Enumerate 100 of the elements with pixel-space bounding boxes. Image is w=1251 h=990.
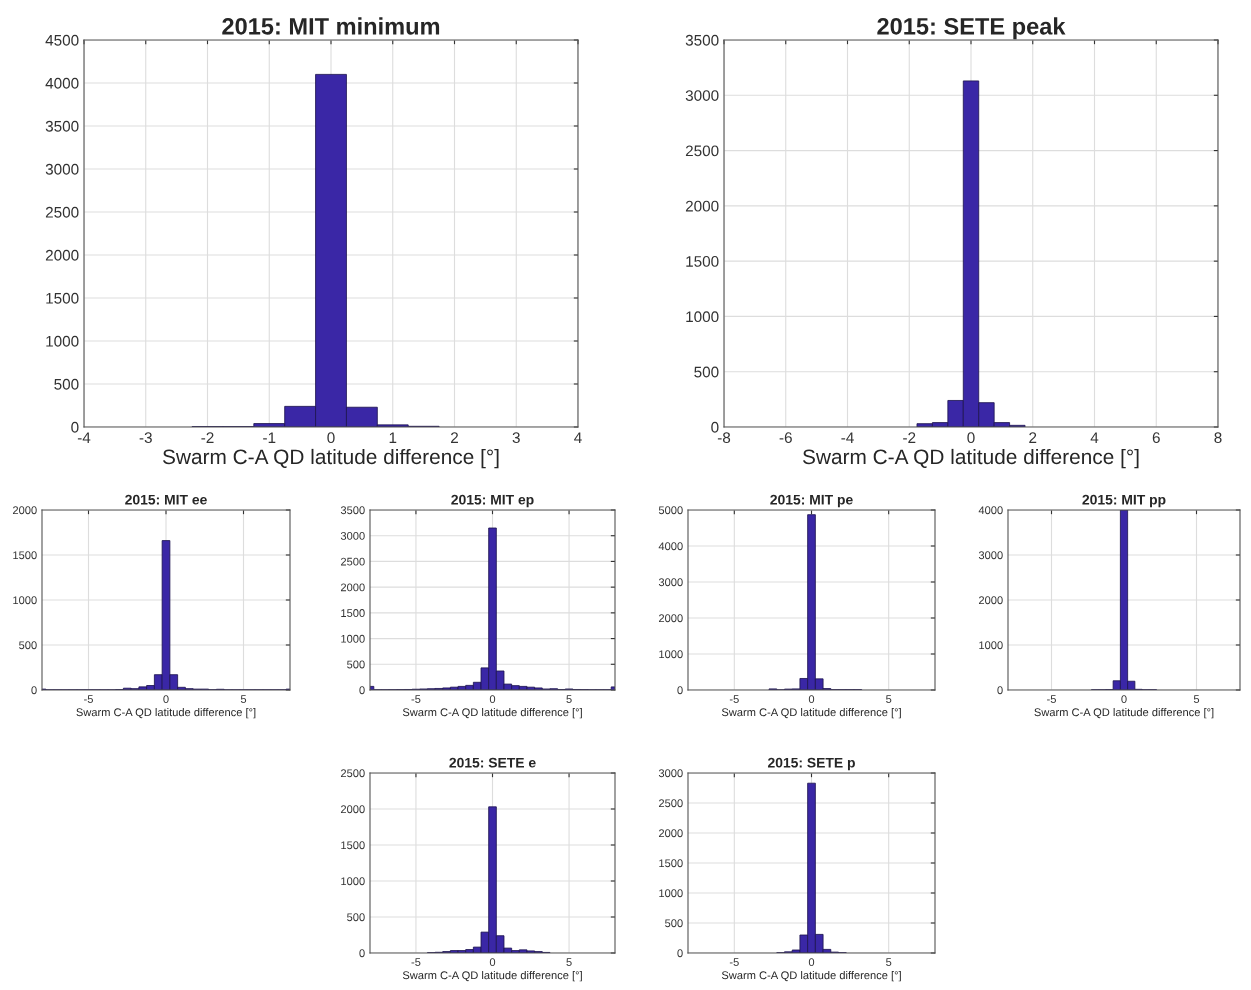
chart-title: 2015: SETE p	[767, 757, 855, 771]
x-tick-label: 2	[451, 432, 458, 443]
x-tick-label: -6	[779, 432, 792, 444]
chart-title: 2015: MIT pp	[1082, 494, 1166, 508]
x-tick-label: -5	[411, 958, 421, 967]
chart-title: 2015: SETE e	[449, 757, 536, 768]
y-tick-label: 2000	[658, 614, 683, 623]
x-tick-label: -5	[729, 695, 739, 704]
y-tick-label: 500	[54, 378, 79, 390]
y-tick-label: 3500	[685, 34, 719, 46]
chart-title: 2015: SETE peak	[877, 17, 1066, 40]
x-tick-label: -2	[201, 432, 214, 443]
x-tick-label: -5	[84, 695, 93, 704]
y-tick-label: 2000	[658, 829, 683, 838]
y-tick-label: 4000	[978, 506, 1003, 515]
x-axis-title: Swarm C-A QD latitude difference [°]	[402, 971, 582, 982]
y-tick-label: 2000	[12, 506, 37, 515]
chart-title: 2015: MIT ep	[451, 494, 534, 508]
x-tick-label: 0	[808, 958, 815, 967]
y-tick-label: 2500	[340, 557, 365, 566]
x-tick-label: 3	[512, 432, 520, 444]
y-tick-label: 4500	[45, 34, 79, 46]
y-tick-label: 500	[347, 913, 365, 922]
x-tick-label: 1	[389, 432, 397, 443]
y-tick-label: 0	[677, 949, 683, 958]
y-tick-label: 3500	[45, 120, 79, 132]
y-tick-label: 0	[677, 686, 683, 695]
x-tick-label: -8	[717, 432, 731, 444]
x-tick-label: 0	[967, 432, 975, 444]
y-tick-label: 1500	[13, 551, 37, 560]
y-tick-label: 500	[665, 919, 683, 928]
y-tick-label: 1000	[659, 889, 683, 898]
y-tick-label: 2500	[658, 799, 683, 808]
y-tick-label: 1000	[341, 877, 365, 886]
y-tick-label: 500	[694, 366, 719, 378]
x-tick-label: 0	[327, 432, 335, 444]
x-tick-label: -5	[729, 958, 739, 967]
y-tick-label: 3000	[658, 769, 683, 778]
y-tick-label: 2000	[340, 805, 365, 814]
y-tick-label: 2000	[45, 249, 79, 261]
y-tick-label: 1000	[659, 650, 683, 659]
y-tick-label: 5000	[658, 506, 683, 515]
chart-title: 2015: MIT minimum	[222, 17, 440, 35]
x-tick-label: 6	[1152, 432, 1160, 444]
y-tick-label: 1500	[46, 292, 79, 304]
x-tick-label: 5	[1193, 695, 1200, 704]
y-tick-label: 1500	[341, 609, 365, 617]
y-tick-label: 1500	[686, 256, 719, 267]
x-tick-label: 5	[566, 958, 572, 967]
x-axis-title: Swarm C-A QD latitude difference [°]	[1034, 708, 1214, 719]
x-tick-label: 5	[886, 695, 892, 704]
x-tick-label: -5	[411, 695, 421, 704]
x-tick-label: 0	[163, 695, 169, 704]
x-axis-title: Swarm C-A QD latitude difference [°]	[402, 708, 582, 719]
x-axis-title: Swarm C-A QD latitude difference [°]	[76, 708, 256, 719]
x-tick-label: 5	[886, 958, 892, 967]
x-tick-label: -5	[1047, 695, 1056, 704]
x-tick-label: -4	[841, 432, 854, 443]
y-tick-label: 3000	[658, 578, 683, 587]
y-tick-label: 1000	[686, 311, 719, 323]
y-tick-label: 2500	[340, 769, 365, 778]
y-tick-label: 0	[31, 686, 37, 695]
y-tick-label: 0	[359, 686, 365, 695]
y-tick-label: 0	[359, 949, 365, 958]
y-tick-label: 3500	[340, 506, 365, 515]
x-tick-label: 5	[566, 695, 572, 704]
y-tick-label: 2000	[340, 583, 365, 592]
y-tick-label: 2500	[685, 145, 719, 157]
y-tick-label: 3000	[685, 90, 719, 101]
x-tick-label: 0	[1121, 695, 1127, 704]
x-tick-label: 2	[1029, 432, 1037, 443]
x-tick-label: 8	[1214, 432, 1222, 444]
y-tick-label: 3000	[340, 531, 365, 540]
y-tick-label: 0	[711, 421, 719, 433]
y-tick-label: 1000	[13, 596, 37, 605]
x-tick-label: -3	[139, 432, 152, 444]
x-tick-label: 0	[489, 695, 496, 704]
x-tick-label: 0	[489, 958, 496, 967]
x-tick-label: -4	[77, 432, 91, 443]
chart-title: 2015: MIT pe	[770, 494, 853, 508]
y-tick-label: 0	[71, 421, 79, 433]
y-tick-label: 500	[19, 641, 37, 650]
x-axis-title: Swarm C-A QD latitude difference [°]	[721, 971, 901, 982]
y-tick-label: 1500	[659, 859, 683, 868]
y-tick-label: 1500	[341, 841, 365, 850]
y-tick-label: 3000	[45, 163, 79, 175]
x-axis-title: Swarm C-A QD latitude difference [°]	[162, 448, 499, 469]
y-tick-label: 1000	[46, 335, 79, 347]
x-tick-label: 5	[240, 695, 247, 704]
y-tick-label: 1000	[979, 641, 1003, 650]
y-tick-label: 2000	[978, 596, 1003, 605]
x-axis-title: Swarm C-A QD latitude difference [°]	[721, 708, 901, 719]
chart-title: 2015: MIT ee	[125, 494, 207, 505]
x-tick-label: 4	[574, 432, 582, 443]
x-tick-label: -2	[903, 432, 916, 443]
y-tick-label: 4000	[45, 77, 79, 89]
y-tick-label: 2000	[685, 200, 719, 212]
y-tick-label: 3000	[978, 551, 1003, 560]
x-axis-title: Swarm C-A QD latitude difference [°]	[802, 448, 1139, 469]
x-tick-label: -1	[263, 432, 276, 443]
